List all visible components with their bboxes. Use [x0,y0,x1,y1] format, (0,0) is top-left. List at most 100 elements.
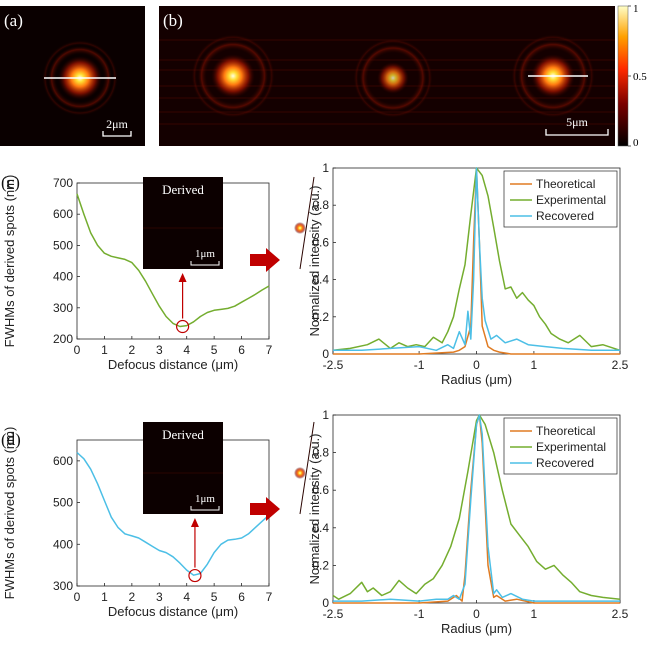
y-tick-label: 0 [322,596,329,610]
scale-bar-b [545,129,609,136]
inset-pointer-arrowhead [190,518,199,527]
y-axis-label: FWHMs of derived spots (nm) [2,427,17,600]
y-tick-label: 300 [53,579,73,593]
x-tick-label: 6 [238,590,245,604]
y-tick-label: 500 [53,496,73,510]
series-line-experimental [332,414,621,600]
legend-entry-theoretical: Theoretical [536,424,595,438]
y-tick-label: 0.6 [312,235,329,249]
colorbar: 10.50 [617,3,647,149]
x-tick-label: -2.5 [323,358,344,372]
x-tick-label: 1 [531,358,538,372]
y-tick-label: 500 [53,238,73,252]
x-tick-label: 1 [101,590,108,604]
y-tick-label: 0.8 [312,198,329,212]
colorbar-tick-label: 0.5 [633,71,647,83]
derived-spot [294,467,306,479]
derived-spot-inset: Derived 1μm [143,176,315,270]
y-tick-label: 400 [53,270,73,284]
x-tick-label: 5 [211,343,218,357]
x-tick-label: 3 [156,343,163,357]
y-axis-label: FWHMs of derived spots (nm) [2,175,17,348]
y-tick-label: 0 [322,347,329,361]
y-tick-label: 700 [53,176,73,190]
legend-entry-experimental: Experimental [536,440,606,454]
series-line-c-left [76,193,270,328]
chart-d-right: -2.5 -1 0 1 2.5 0 0.2 0.4 0.6 0.8 1 Radius (μm) Norm… [307,408,629,636]
x-tick-label: 4 [183,590,190,604]
colorbar-tick-label: 0 [633,137,639,149]
y-tick-label: 600 [53,207,73,221]
x-tick-label: 7 [266,343,273,357]
x-tick-label: -1 [414,358,425,372]
x-tick-label: 0 [74,590,81,604]
minimum-marker [176,319,190,334]
y-tick-label: 0.4 [312,521,329,535]
x-axis-label: Radius (μm) [441,372,512,387]
y-tick-label: 1 [322,408,329,422]
legend-entry-recovered: Recovered [536,456,594,470]
legend [503,417,618,475]
x-tick-label: 1 [101,343,108,357]
scale-bar-a [102,131,132,137]
x-tick-label: 2 [129,343,136,357]
x-tick-label: 3 [156,590,163,604]
series-line-experimental [332,167,621,352]
legend-entry-theoretical: Theoretical [536,177,595,191]
minimum-marker [188,568,202,583]
x-tick-label: 2 [129,590,136,604]
x-tick-label: -2.5 [323,607,344,621]
x-axis-label: Defocus distance (μm) [108,604,238,619]
x-axis-label: Radius (μm) [441,621,512,636]
y-tick-label: 0.2 [312,310,329,324]
colorbar-tick-label: 1 [633,3,639,15]
y-axis-label: Normalized intensity (a.u.) [307,434,322,585]
panel-label-d: (d) [1,430,21,449]
x-tick-label: 2.5 [612,358,629,372]
x-tick-label: -1 [414,607,425,621]
y-tick-label: 200 [53,332,73,346]
panel-label-a: (a) [4,11,23,30]
x-tick-label: 2.5 [612,607,629,621]
inset-scale-bar [190,261,220,266]
flow-arrow [250,497,280,521]
x-tick-label: 1 [531,607,538,621]
x-tick-label: 7 [266,590,273,604]
legend [503,170,618,228]
x-tick-label: 5 [211,590,218,604]
y-axis-label: Normalized intensity (a.u.) [307,186,322,337]
inset-pointer-arrowhead [178,273,187,282]
chart-c-left: 0 1 2 3 4 5 6 7 200 300 400 500 600 700 Defocus distan… [1,173,315,372]
chart-d-left: 0 1 2 3 4 5 6 7 300 400 500 600 Defocus distance (μm… [1,421,315,619]
series-line-recovered [333,414,620,602]
x-tick-label: 0 [74,343,81,357]
y-tick-label: 0.8 [312,446,329,460]
series-line-recovered [333,167,620,352]
x-tick-label: 6 [238,343,245,357]
x-axis-label: Defocus distance (μm) [108,357,238,372]
legend-entry-experimental: Experimental [536,193,606,207]
panel-label-b: (b) [163,11,183,30]
x-tick-label: 4 [183,343,190,357]
derived-spot [294,222,306,234]
panel-b-image: (b) 5μm [159,6,615,146]
inset-title: Derived [162,182,204,197]
panel-a-image: (a) 2μm [0,6,145,146]
y-tick-label: 300 [53,301,73,315]
y-tick-label: 0.2 [312,558,329,572]
x-tick-label: 0 [473,358,480,372]
inset-title: Derived [162,427,204,442]
chart-c-right: -2.5 -1 0 1 2.5 0 0.2 0.4 0.6 0.8 1 Radius (μm) Norm… [307,161,629,387]
legend-entry-recovered: Recovered [536,209,594,223]
x-tick-label: 0 [473,607,480,621]
y-tick-label: 0.4 [312,273,329,287]
scale-bar-label-a: 2μm [106,117,128,131]
flow-arrow [250,248,280,272]
inset-scale-label: 1μm [195,493,215,505]
y-tick-label: 400 [53,537,73,551]
series-line-d-left [76,451,270,576]
y-tick-label: 600 [53,454,73,468]
derived-spot-inset: Derived 1μm [143,421,315,515]
inset-scale-bar [190,506,220,511]
